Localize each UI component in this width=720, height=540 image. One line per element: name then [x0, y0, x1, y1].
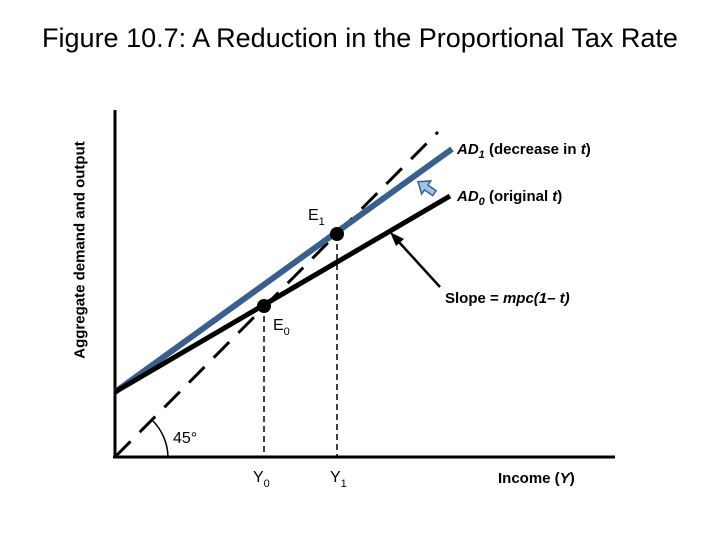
equilibrium-point-e0	[257, 299, 271, 313]
angle-arc	[151, 419, 169, 458]
slope-pointer-arrowhead	[390, 232, 404, 246]
y0-tick-label: Y0	[253, 469, 270, 490]
e0-label: E0	[273, 317, 290, 338]
forty-five-degree-line	[113, 130, 440, 459]
ad1-line	[113, 146, 454, 395]
e1-label: E1	[308, 207, 325, 228]
equilibrium-point-e1	[330, 227, 344, 241]
ad0-label: AD0 (original t)	[456, 188, 562, 208]
x-axis-label: Income (Y)	[498, 470, 575, 487]
ad1-label: AD1 (decrease in t)	[456, 141, 591, 161]
y1-tick-label: Y1	[330, 469, 347, 490]
slope-pointer-line	[397, 240, 441, 288]
slope-label: Slope = mpc(1– t)	[445, 290, 570, 307]
angle-label: 45°	[173, 430, 197, 447]
shift-up-arrow-icon	[417, 180, 438, 197]
ad0-line	[113, 193, 452, 395]
figure-title: Figure 10.7: A Reduction in the Proporti…	[42, 23, 678, 53]
